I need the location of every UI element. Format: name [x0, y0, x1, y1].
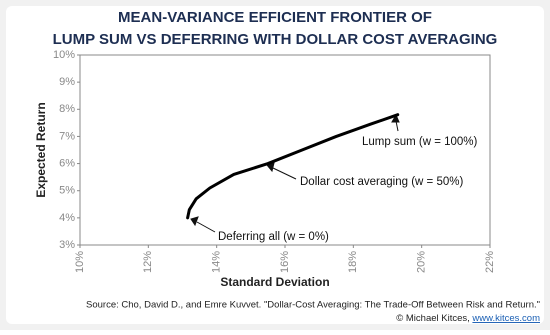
y-tick-label: 3%: [59, 239, 75, 251]
y-tick-label: 9%: [59, 76, 75, 88]
arrow: [395, 120, 399, 132]
y-tick-label: 10%: [53, 49, 75, 61]
x-tick-label: 20%: [416, 251, 428, 273]
x-tick-label: 10%: [74, 251, 86, 273]
x-axis-label: Standard Deviation: [220, 275, 329, 289]
frontier-line: [186, 113, 400, 220]
credit: © Michael Kitces, www.kitces.com: [396, 313, 540, 324]
annotation: Lump sum (w = 100%): [362, 136, 478, 148]
arrow: [272, 167, 297, 180]
y-tick-label: 4%: [59, 212, 75, 224]
x-tick-label: 12%: [142, 251, 154, 273]
x-tick-label: 14%: [211, 251, 223, 273]
arrow: [196, 221, 216, 233]
credit-link[interactable]: www.kitces.com: [471, 313, 540, 324]
arrows: [190, 113, 400, 233]
x-tick-label: 18%: [347, 251, 359, 273]
source: Source: Cho, David D., and Emre Kuvvet. …: [86, 300, 540, 311]
arrow-head: [190, 216, 199, 227]
arrow-head: [391, 113, 400, 123]
y-tick-label: 8%: [59, 103, 75, 115]
chart-title: MEAN-VARIANCE EFFICIENT FRONTIER OF: [118, 9, 432, 26]
y-axis-label: Expected Return: [34, 102, 48, 197]
y-tick-label: 6%: [59, 157, 75, 169]
y-tick-label: 5%: [59, 185, 75, 197]
credit-text: © Michael Kitces,: [396, 313, 472, 324]
y-tick-label: 7%: [59, 130, 75, 142]
chart-title: LUMP SUM VS DEFERRING WITH DOLLAR COST A…: [53, 31, 498, 48]
x-tick-label: 22%: [484, 251, 496, 273]
annotation: Deferring all (w = 0%): [218, 231, 329, 243]
annotation: Dollar cost averaging (w = 50%): [300, 176, 463, 188]
x-tick-label: 16%: [279, 251, 291, 273]
